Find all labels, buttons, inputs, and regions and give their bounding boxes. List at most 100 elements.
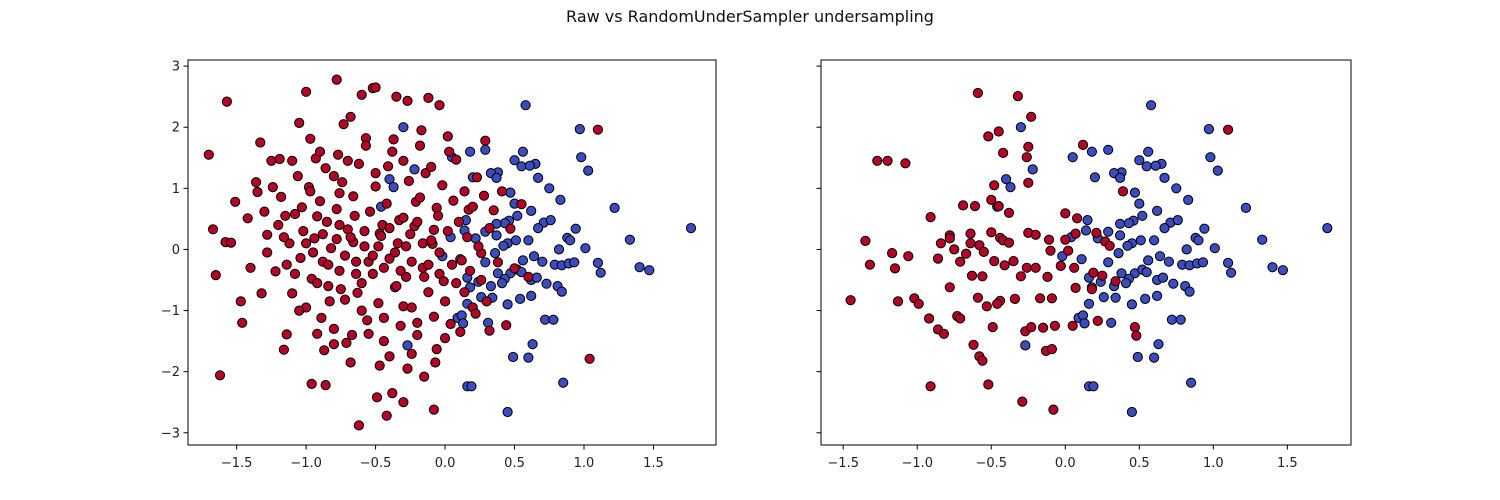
right-point-class-0: [1103, 144, 1114, 155]
left-point-class-1: [256, 288, 267, 299]
right-point-class-0: [1181, 244, 1192, 255]
left-point-class-1: [412, 216, 423, 227]
left-point-class-0: [634, 262, 645, 273]
left-point-class-1: [414, 192, 426, 203]
left-point-class-1: [278, 344, 289, 355]
right-point-class-1: [1046, 344, 1058, 355]
left-point-class-1: [403, 175, 414, 187]
right-point-class-1: [1070, 228, 1081, 239]
right-point-class-1: [1043, 234, 1055, 245]
right-point-class-0: [1143, 255, 1154, 266]
right-x-tick-label: 0.5: [1129, 456, 1150, 471]
left-point-class-1: [406, 348, 417, 359]
right-point-class-1: [924, 313, 935, 324]
right-point-class-0: [1137, 210, 1148, 221]
left-point-class-1: [434, 268, 445, 279]
left-point-class-0: [544, 183, 555, 194]
left-point-class-1: [401, 241, 412, 252]
left-point-class-1: [306, 378, 317, 389]
right-x-tick-label: 1.0: [1203, 456, 1224, 471]
left-point-class-1: [426, 161, 437, 172]
right-point-class-0: [1267, 262, 1278, 273]
left-point-class-1: [465, 265, 476, 276]
right-point-class-0: [1183, 194, 1194, 205]
left-point-class-0: [515, 293, 526, 304]
left-point-class-0: [490, 248, 501, 259]
left-point-class-0: [624, 234, 636, 245]
right-point-class-0: [1134, 198, 1145, 209]
left-point-class-1: [237, 317, 248, 328]
right-point-class-0: [1135, 235, 1146, 246]
left-point-class-1: [281, 329, 292, 340]
right-point-class-0: [1203, 124, 1215, 135]
left-point-class-1: [462, 232, 473, 243]
right-point-class-0: [1199, 223, 1210, 234]
right-point-class-0: [1067, 152, 1078, 163]
right-point-class-1: [986, 194, 997, 205]
left-point-class-1: [398, 155, 409, 166]
right-point-class-1: [889, 263, 901, 274]
right-point-class-0: [1152, 205, 1163, 216]
left-point-class-1: [391, 91, 402, 102]
right-point-class-1: [892, 296, 904, 307]
left-point-class-1: [470, 308, 481, 319]
left-point-class-1: [331, 74, 342, 85]
left-x-tick-label: 1.0: [574, 456, 595, 471]
right-point-class-1: [1012, 91, 1024, 102]
right-points: [845, 87, 1333, 418]
left-point-class-1: [378, 262, 389, 273]
left-point-class-1: [423, 259, 434, 270]
right-point-class-1: [944, 282, 955, 293]
left-point-class-0: [595, 267, 606, 278]
left-point-class-0: [502, 406, 513, 418]
left-x-tick-label: 0.0: [435, 456, 456, 471]
right-point-class-1: [981, 301, 992, 312]
right-point-class-1: [1008, 256, 1019, 267]
left-point-class-1: [371, 392, 383, 403]
right-point-class-0: [1226, 267, 1237, 278]
left-point-class-1: [305, 186, 316, 197]
left-point-class-1: [328, 339, 339, 350]
right-point-class-1: [1060, 234, 1071, 245]
left-point-class-1: [221, 96, 232, 107]
right-point-class-1: [972, 87, 984, 99]
left-point-class-0: [541, 278, 552, 289]
left-y-tick-label: 3: [172, 60, 180, 75]
left-point-class-1: [294, 117, 305, 129]
left-point-class-1: [226, 237, 237, 248]
right-point-class-0: [1152, 290, 1163, 301]
left-point-class-1: [280, 210, 291, 221]
left-point-class-1: [289, 208, 301, 220]
left-point-class-0: [609, 202, 620, 213]
left-point-class-1: [295, 252, 306, 264]
left-point-class-1: [320, 163, 331, 174]
right-point-class-1: [1091, 227, 1102, 238]
right-point-class-0: [1149, 235, 1160, 246]
left-point-class-1: [309, 233, 320, 244]
right-point-class-1: [977, 355, 988, 366]
left-point-class-0: [685, 223, 697, 234]
right-point-class-0: [1140, 293, 1151, 304]
left-x-tick-label: 1.5: [643, 456, 664, 471]
left-point-class-1: [334, 219, 345, 231]
left-point-class-1: [259, 206, 270, 217]
right-point-class-1: [1049, 320, 1061, 331]
right-point-class-1: [999, 260, 1010, 271]
left-point-class-0: [565, 235, 576, 246]
left-point-class-0: [583, 165, 594, 176]
left-point-class-1: [448, 195, 459, 206]
left-point-class-1: [255, 137, 266, 148]
left-axes-frame: [187, 59, 717, 446]
left-point-class-1: [430, 357, 441, 368]
left-point-class-1: [262, 229, 273, 240]
left-point-class-1: [273, 219, 284, 231]
left-point-class-1: [328, 171, 339, 182]
left-point-class-1: [312, 328, 323, 339]
left-point-class-1: [437, 180, 448, 191]
left-y-tick-label: 2: [172, 121, 180, 136]
left-y-tick-label: −1: [161, 304, 180, 319]
left-point-class-1: [398, 301, 409, 312]
left-point-class-1: [314, 146, 326, 157]
left-point-class-1: [417, 238, 428, 249]
right-point-class-0: [1134, 155, 1145, 166]
